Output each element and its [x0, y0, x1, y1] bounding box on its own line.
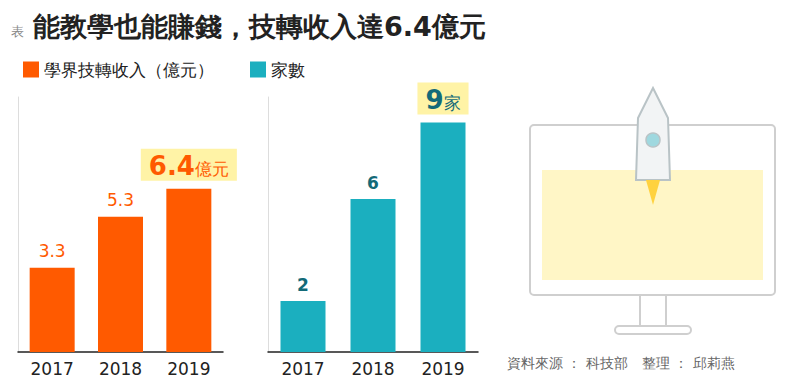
svg-text:6.4: 6.4 [149, 151, 195, 181]
svg-text:2: 2 [297, 275, 309, 295]
svg-text:2018: 2018 [351, 359, 394, 379]
svg-text:5.3: 5.3 [107, 190, 134, 210]
svg-text:2019: 2019 [421, 359, 464, 379]
svg-text:資料來源 ： 科技部 整理 ： 邱莉燕: 資料來源 ： 科技部 整理 ： 邱莉燕 [507, 355, 735, 371]
svg-text:學界技轉收入（億元）: 學界技轉收入（億元） [44, 60, 214, 80]
svg-text:6: 6 [367, 173, 379, 193]
svg-text:2019: 2019 [167, 359, 210, 379]
svg-text:3.3: 3.3 [39, 241, 66, 261]
svg-text:家數: 家數 [271, 60, 305, 80]
svg-text:2018: 2018 [99, 359, 142, 379]
svg-text:億元: 億元 [195, 159, 229, 179]
svg-text:9: 9 [425, 85, 443, 115]
svg-text:表: 表 [11, 24, 24, 39]
svg-text:2017: 2017 [281, 359, 324, 379]
svg-text:能教學也能賺錢，技轉收入達6.4億元: 能教學也能賺錢，技轉收入達6.4億元 [33, 11, 486, 42]
svg-text:2017: 2017 [31, 359, 74, 379]
svg-text:家: 家 [444, 93, 461, 113]
